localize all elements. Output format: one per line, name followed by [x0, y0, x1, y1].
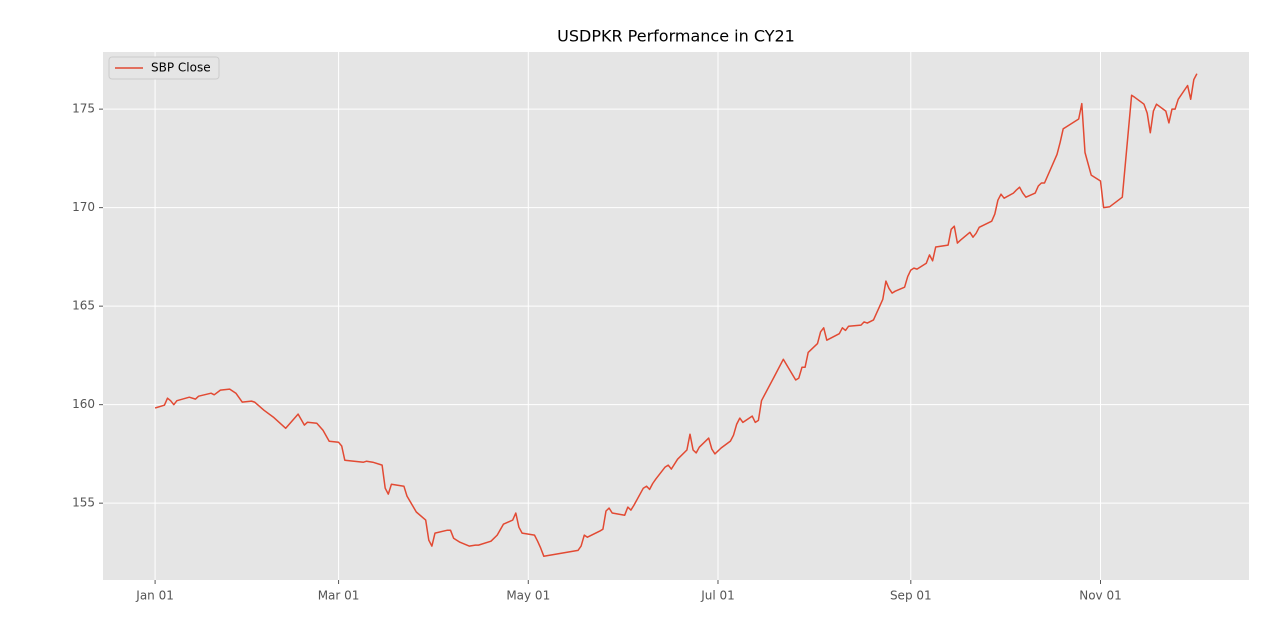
legend — [108, 56, 220, 80]
y-tick-label: 170 — [72, 200, 95, 214]
x-tick-label: May 01 — [506, 589, 550, 603]
plot-area — [103, 52, 1249, 580]
x-tick-label: Jul 01 — [700, 589, 735, 603]
x-tick-label: Mar 01 — [318, 589, 360, 603]
x-tick-label: Nov 01 — [1079, 589, 1122, 603]
legend-label: SBP Close — [151, 61, 211, 75]
y-tick-label: 175 — [72, 102, 95, 116]
chart-title: USDPKR Performance in CY21 — [557, 27, 795, 46]
x-tick-label: Jan 01 — [135, 589, 174, 603]
y-tick-label: 155 — [72, 496, 95, 510]
y-tick-label: 160 — [72, 397, 95, 411]
x-tick-label: Sep 01 — [890, 589, 932, 603]
line — [154, 73, 1198, 557]
y-tick-label: 165 — [72, 299, 95, 313]
